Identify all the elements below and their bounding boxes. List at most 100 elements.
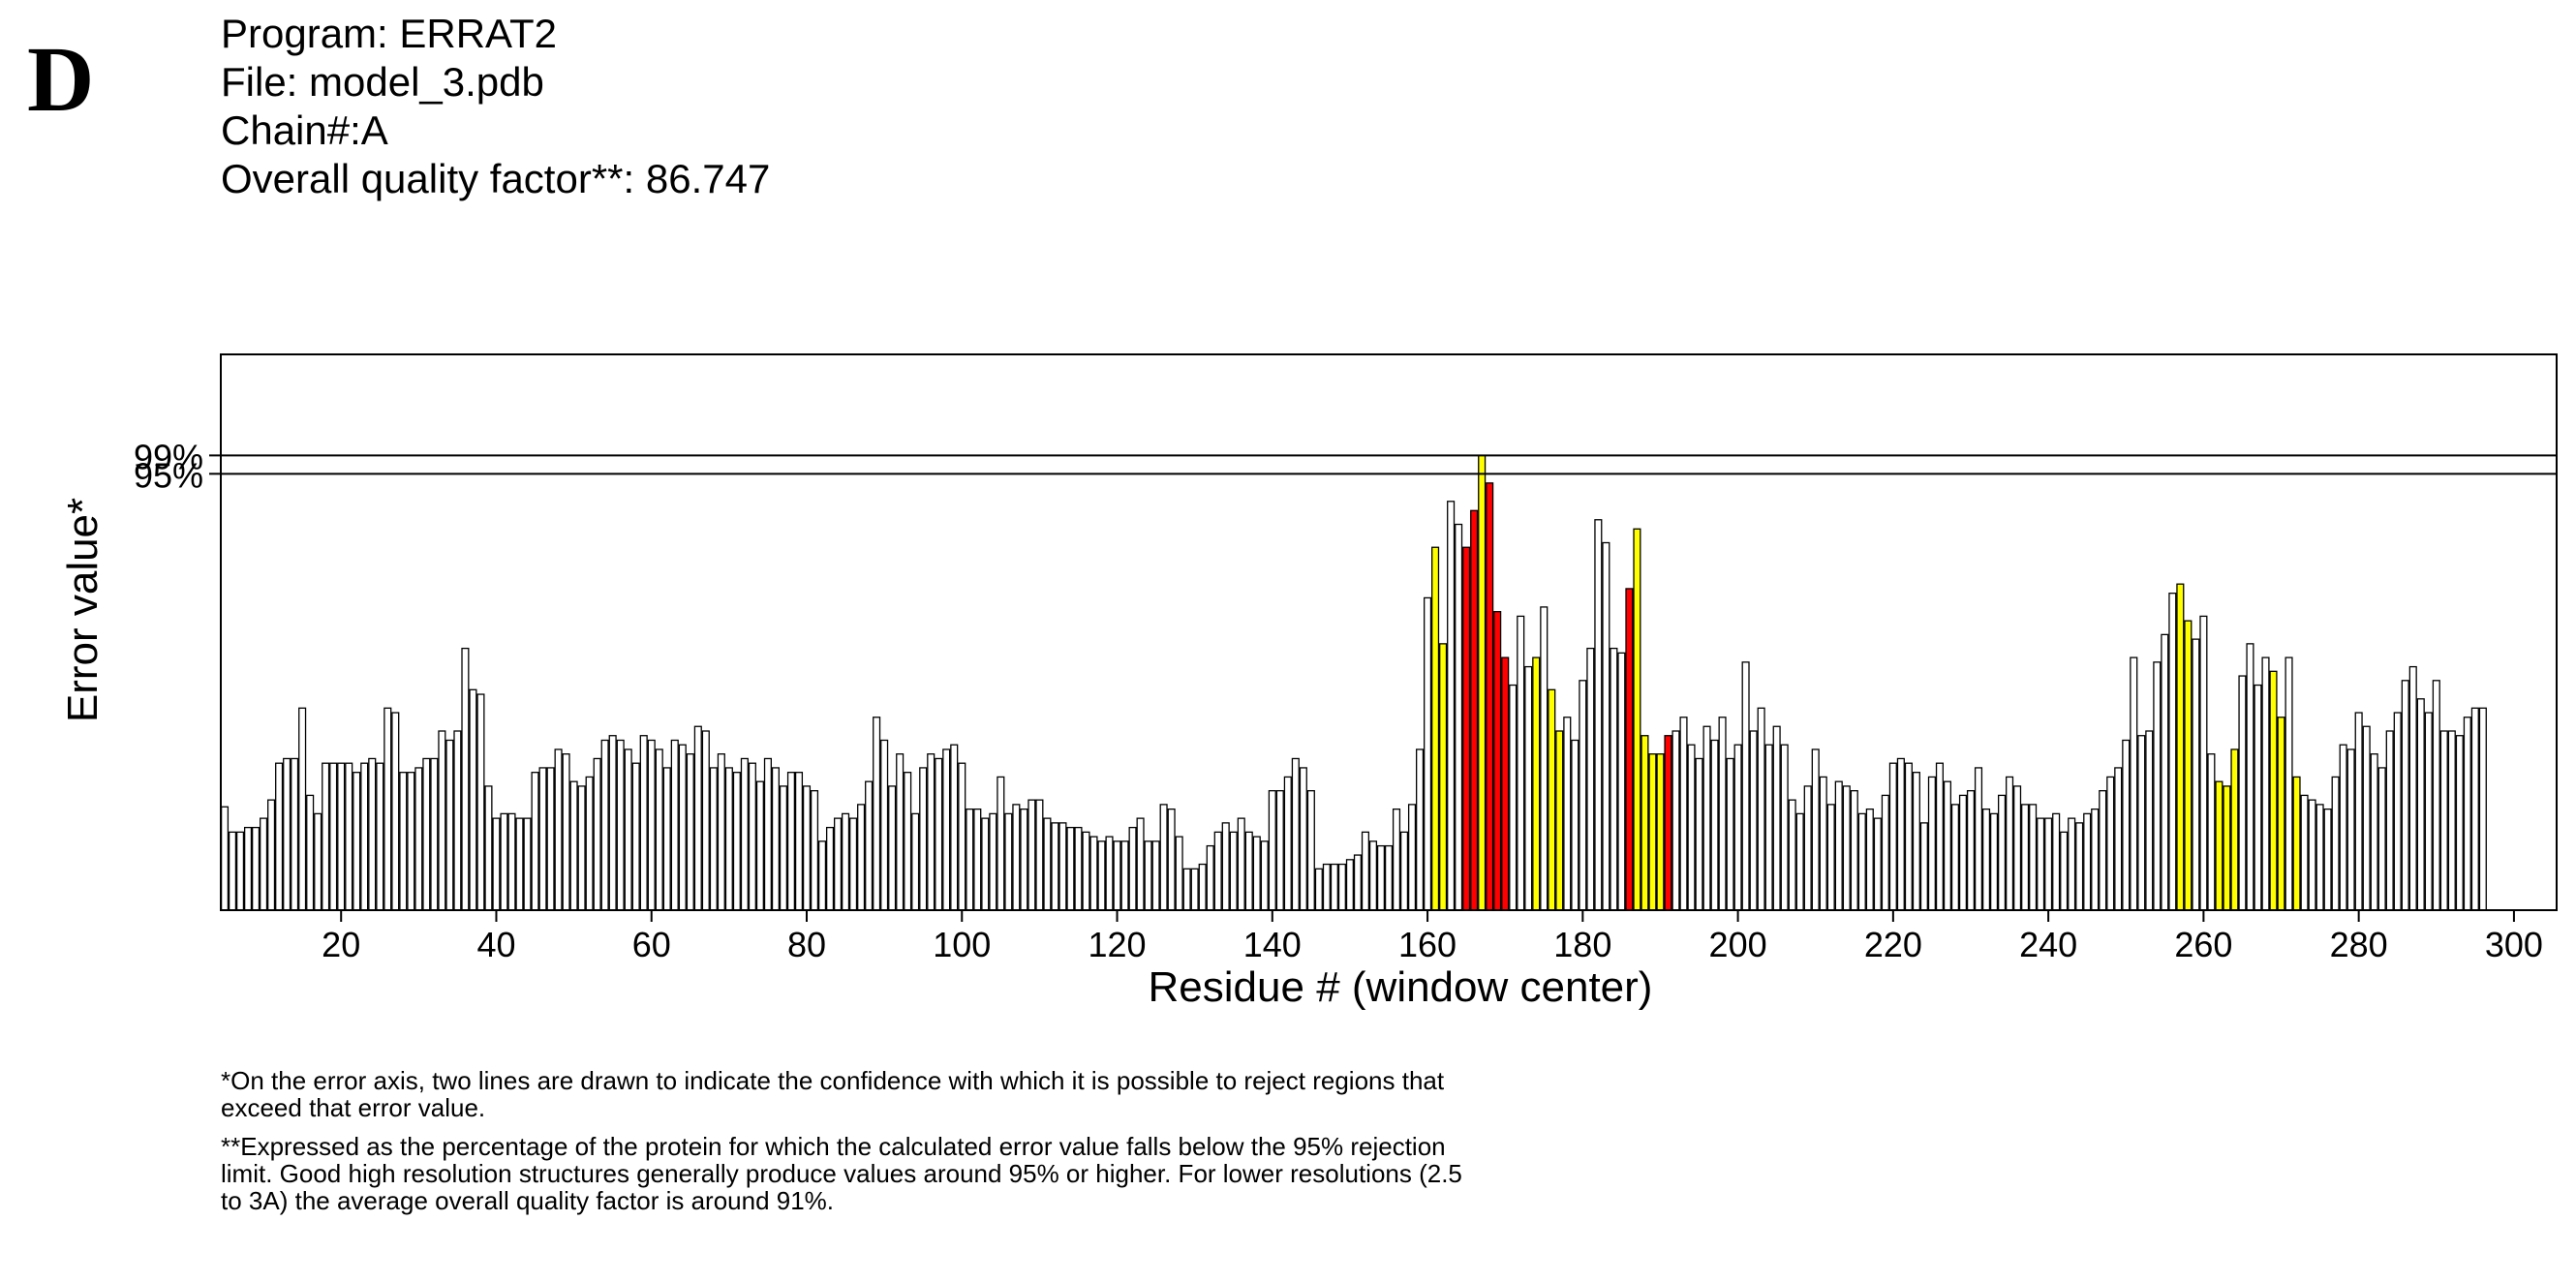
bar-residue-275 bbox=[2315, 804, 2324, 911]
bar-residue-193 bbox=[1679, 717, 1688, 911]
bar-residue-286 bbox=[2401, 680, 2409, 911]
bar-residue-38 bbox=[476, 693, 485, 911]
bar-residue-154 bbox=[1376, 844, 1386, 911]
bar-residue-224 bbox=[1919, 822, 1928, 911]
bar-residue-192 bbox=[1671, 730, 1680, 911]
bar-residue-276 bbox=[2323, 808, 2332, 911]
bar-residue-53 bbox=[593, 757, 601, 911]
bar-residue-100 bbox=[958, 762, 966, 911]
bar-residue-40 bbox=[492, 817, 501, 911]
bar-residue-86 bbox=[849, 817, 858, 911]
bar-residue-202 bbox=[1749, 730, 1758, 911]
bar-residue-23 bbox=[360, 762, 369, 911]
bar-residue-10 bbox=[260, 817, 268, 911]
bar-residue-28 bbox=[399, 772, 408, 911]
bar-residue-30 bbox=[414, 767, 423, 911]
bar-residue-106 bbox=[1004, 812, 1013, 911]
x-axis-label: Residue # (window center) bbox=[1149, 963, 1653, 1011]
bar-residue-81 bbox=[810, 790, 819, 911]
bar-residue-237 bbox=[2021, 804, 2030, 911]
bar-residue-83 bbox=[825, 826, 835, 911]
bar-residue-155 bbox=[1384, 844, 1394, 911]
bar-residue-225 bbox=[1927, 776, 1936, 911]
bar-residue-227 bbox=[1943, 780, 1952, 911]
bar-residue-169 bbox=[1493, 611, 1502, 911]
bar-residue-184 bbox=[1610, 647, 1618, 911]
threshold-lines: 95%99% bbox=[134, 437, 2557, 495]
bar-residue-98 bbox=[942, 748, 951, 911]
bar-residue-162 bbox=[1439, 643, 1448, 911]
bar-residue-174 bbox=[1532, 656, 1541, 911]
x-tick-label-280: 280 bbox=[2330, 925, 2388, 964]
bar-residue-24 bbox=[368, 757, 377, 911]
bar-residue-67 bbox=[701, 730, 710, 911]
bar-residue-80 bbox=[802, 785, 812, 911]
bar-residue-134 bbox=[1221, 822, 1230, 911]
bar-residue-109 bbox=[1027, 799, 1036, 911]
bar-residue-265 bbox=[2238, 675, 2247, 911]
bar-residue-41 bbox=[500, 812, 508, 911]
bar-residue-105 bbox=[997, 776, 1005, 911]
bar-residue-66 bbox=[693, 725, 702, 911]
bar-residue-291 bbox=[2439, 730, 2448, 911]
bar-residue-57 bbox=[624, 748, 632, 911]
bar-residue-283 bbox=[2377, 767, 2386, 911]
bar-residue-257 bbox=[2176, 583, 2185, 911]
bar-residue-287 bbox=[2408, 665, 2417, 911]
bar-residue-160 bbox=[1424, 596, 1432, 911]
bar-residue-223 bbox=[1912, 772, 1920, 911]
bar-residue-63 bbox=[670, 739, 679, 911]
x-tick-label-220: 220 bbox=[1864, 925, 1922, 964]
bar-residue-201 bbox=[1741, 661, 1750, 911]
bar-residue-220 bbox=[1888, 762, 1897, 911]
bar-residue-126 bbox=[1159, 804, 1168, 911]
bar-residue-230 bbox=[1966, 790, 1976, 911]
bar-residue-281 bbox=[2362, 725, 2371, 911]
bar-residue-125 bbox=[1151, 840, 1160, 911]
bar-residue-118 bbox=[1097, 840, 1106, 911]
bar-residue-194 bbox=[1687, 744, 1696, 911]
bar-residue-136 bbox=[1237, 817, 1245, 911]
bar-residue-42 bbox=[507, 812, 516, 911]
bar-residue-263 bbox=[2223, 785, 2231, 911]
bar-residue-137 bbox=[1244, 831, 1253, 911]
bar-residue-175 bbox=[1540, 606, 1549, 911]
bar-residue-252 bbox=[2137, 735, 2146, 911]
bar-residue-124 bbox=[1144, 840, 1152, 911]
bar-residue-91 bbox=[888, 785, 897, 911]
bar-residue-96 bbox=[927, 753, 935, 911]
bar-residue-114 bbox=[1066, 826, 1075, 911]
plot-frame bbox=[220, 353, 2558, 911]
bar-residue-87 bbox=[857, 804, 866, 911]
bar-residue-112 bbox=[1051, 822, 1059, 911]
x-tick-label-60: 60 bbox=[632, 925, 671, 964]
bar-residue-273 bbox=[2300, 794, 2309, 911]
bar-residue-97 bbox=[935, 757, 943, 911]
bar-residue-108 bbox=[1020, 808, 1028, 911]
bar-residue-164 bbox=[1455, 523, 1463, 911]
bar-residue-50 bbox=[569, 780, 578, 911]
bar-residue-213 bbox=[1834, 780, 1843, 911]
bar-residue-131 bbox=[1198, 863, 1207, 911]
bar-residue-205 bbox=[1772, 725, 1781, 911]
bar-residue-132 bbox=[1206, 844, 1214, 911]
bar-residue-123 bbox=[1136, 817, 1145, 911]
bar-residue-117 bbox=[1089, 836, 1098, 911]
bar-residue-279 bbox=[2346, 748, 2355, 911]
bar-residue-239 bbox=[2037, 817, 2045, 911]
bar-residue-280 bbox=[2354, 712, 2363, 911]
bar-residue-214 bbox=[1842, 785, 1851, 911]
bar-residue-141 bbox=[1275, 790, 1284, 911]
bar-residue-186 bbox=[1625, 588, 1634, 911]
bar-residue-69 bbox=[717, 753, 725, 911]
bar-residue-248 bbox=[2106, 776, 2115, 911]
bar-residue-173 bbox=[1524, 665, 1533, 911]
bar-residue-5 bbox=[220, 806, 230, 911]
bar-residue-107 bbox=[1012, 804, 1021, 911]
bar-residue-60 bbox=[647, 739, 656, 911]
bar-residue-235 bbox=[2006, 776, 2014, 911]
bar-residue-282 bbox=[2370, 753, 2378, 911]
x-tick-label-200: 200 bbox=[1709, 925, 1767, 964]
bar-residue-129 bbox=[1182, 868, 1191, 911]
y-axis-label: Error value* bbox=[59, 498, 107, 722]
